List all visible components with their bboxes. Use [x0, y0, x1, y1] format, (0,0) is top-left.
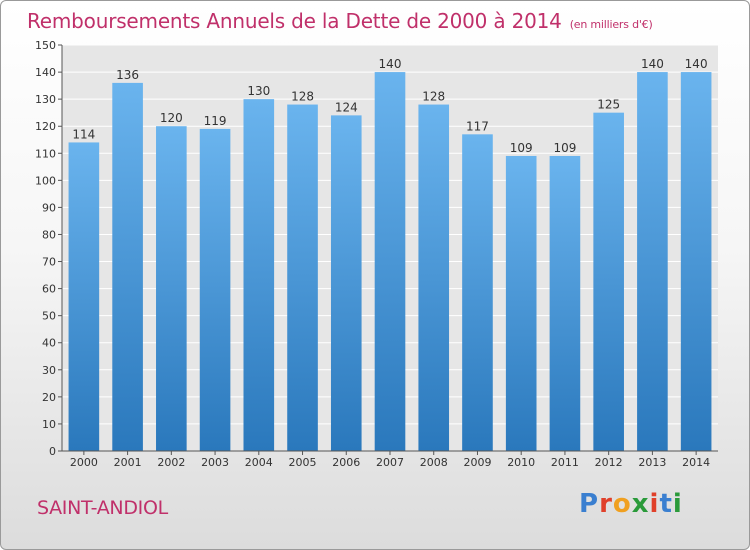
- y-tick-label: 30: [42, 364, 56, 377]
- bar-2003: [199, 128, 231, 451]
- y-tick-label: 130: [35, 93, 56, 106]
- bar-2005: [287, 104, 318, 452]
- value-label-2001: 136: [116, 68, 139, 82]
- y-tick-label: 20: [42, 391, 56, 404]
- x-tick-label-2002: 2002: [157, 456, 185, 469]
- value-label-2003: 119: [204, 114, 227, 128]
- y-tick-label: 110: [35, 147, 56, 160]
- y-tick-label: 60: [42, 283, 56, 296]
- x-tick-label-2013: 2013: [638, 456, 666, 469]
- x-tick-label-2009: 2009: [463, 456, 491, 469]
- x-tick-label-2012: 2012: [595, 456, 623, 469]
- value-label-2007: 140: [379, 57, 402, 71]
- y-tick-label: 140: [35, 66, 56, 79]
- value-label-2000: 114: [72, 127, 95, 141]
- y-tick-label: 120: [35, 120, 56, 133]
- y-tick-label: 10: [42, 418, 56, 431]
- logo-letter: r: [599, 489, 613, 519]
- proxiti-logo: Proxiti: [579, 489, 683, 519]
- x-tick-label-2011: 2011: [551, 456, 579, 469]
- y-tick-label: 80: [42, 228, 56, 241]
- value-label-2013: 140: [641, 57, 664, 71]
- value-label-2009: 117: [466, 119, 489, 133]
- x-tick-label-2003: 2003: [201, 456, 229, 469]
- bar-2000: [68, 142, 100, 451]
- y-tick-label: 40: [42, 337, 56, 350]
- bar-2004: [243, 99, 275, 451]
- value-label-2014: 140: [685, 57, 708, 71]
- chart-title: Remboursements Annuels de la Dette de 20…: [27, 9, 653, 33]
- bar-2007: [374, 72, 406, 452]
- logo-letter: t: [659, 489, 673, 519]
- bar-2011: [549, 155, 581, 451]
- bar-2008: [418, 104, 450, 452]
- logo-letter: i: [649, 489, 660, 519]
- bar-2006: [330, 115, 362, 451]
- value-label-2011: 109: [553, 141, 576, 155]
- title-unit: (en milliers d'€): [569, 18, 653, 31]
- bar-2009: [462, 134, 493, 451]
- logo-letter: P: [579, 489, 600, 519]
- logo-letter: i: [672, 489, 683, 519]
- y-tick-label: 50: [42, 310, 56, 323]
- value-labels: 114 136 120 119 130 128 124 140 128 117 109 109 125 1…: [72, 57, 707, 155]
- logo-letter: x: [631, 489, 650, 519]
- bar-2010: [505, 155, 537, 451]
- x-tick-label-2010: 2010: [507, 456, 535, 469]
- city-name: SAINT-ANDIOL: [37, 497, 168, 519]
- bar-2001: [112, 82, 143, 451]
- x-tick-label-2001: 2001: [114, 456, 142, 469]
- bar-2012: [593, 112, 624, 452]
- y-tick-label: 90: [42, 201, 56, 214]
- title-text: Remboursements Annuels de la Dette de 20…: [27, 9, 562, 33]
- value-label-2002: 120: [160, 111, 183, 125]
- value-label-2006: 124: [335, 100, 358, 114]
- value-label-2005: 128: [291, 90, 314, 104]
- value-label-2012: 125: [597, 98, 620, 112]
- y-tick-label: 100: [35, 174, 56, 187]
- y-tick-label: 70: [42, 256, 56, 269]
- bars: [68, 72, 712, 452]
- value-label-2008: 128: [422, 90, 445, 104]
- y-tick-label: 0: [49, 445, 56, 458]
- x-tick-label-2008: 2008: [420, 456, 448, 469]
- x-tick-label-2005: 2005: [289, 456, 317, 469]
- x-tick-label-2007: 2007: [376, 456, 404, 469]
- x-tick-label-2004: 2004: [245, 456, 273, 469]
- logo-letter: o: [612, 489, 632, 519]
- value-label-2004: 130: [247, 84, 270, 98]
- y-tick-label: 150: [35, 39, 56, 52]
- x-tick-label-2014: 2014: [682, 456, 710, 469]
- bar-2013: [637, 72, 668, 452]
- bar-2014: [680, 72, 712, 452]
- bar-2002: [156, 126, 187, 451]
- x-tick-label-2000: 2000: [70, 456, 98, 469]
- value-label-2010: 109: [510, 141, 533, 155]
- axes: 0 10 20 30 40 50 60 70 80 90 100 110 120 130 140 150 200…: [35, 39, 718, 469]
- x-tick-label-2006: 2006: [332, 456, 360, 469]
